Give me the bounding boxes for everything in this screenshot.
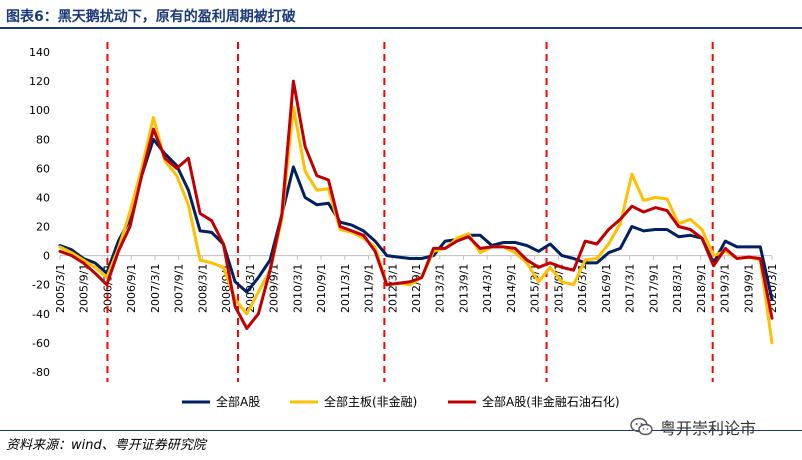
y-tick-label: 60 [36, 162, 50, 175]
x-tick-label: 2008/3/1 [196, 264, 209, 313]
y-tick-label: -40 [32, 308, 50, 321]
x-tick-label: 2007/3/1 [149, 264, 162, 313]
y-tick-label: 0 [43, 250, 50, 263]
source-note: 资料来源：wind、粤开证券研究院 [6, 438, 206, 453]
x-tick-label: 2018/3/1 [671, 264, 684, 313]
x-tick-label: 2019/9/1 [742, 264, 755, 313]
x-tick-label: 2015/3/1 [529, 264, 542, 313]
x-tick-label: 2006/9/1 [125, 264, 138, 313]
chart: -80 -60 -40 -20 0 20 40 60 80 100 120 140 2005/3/1 20… [29, 42, 779, 409]
x-tick-label: 2017/3/1 [624, 264, 637, 313]
legend-label: 全部A股 [216, 394, 260, 409]
x-tick-label: 2007/9/1 [173, 264, 186, 313]
x-tick-label: 2010/3/1 [291, 264, 304, 313]
y-tick-label: 140 [29, 46, 50, 59]
x-tick-label: 2011/3/1 [339, 264, 352, 313]
y-tick-label: 100 [29, 104, 50, 117]
y-tick-label: -60 [32, 337, 50, 350]
legend-label: 全部主板(非金融) [324, 394, 417, 409]
x-tick-label: 2009/9/1 [268, 264, 281, 313]
y-tick-label: 40 [36, 191, 50, 204]
y-tick-label: 20 [36, 221, 50, 234]
wechat-icon [630, 417, 653, 436]
x-tick-label: 2012/9/1 [410, 264, 423, 313]
y-tick-label: -80 [32, 366, 50, 379]
x-tick-label: 2013/3/1 [434, 264, 447, 313]
x-tick-label: 2013/9/1 [457, 264, 470, 313]
series-line [58, 79, 774, 330]
x-tick-label: 2017/9/1 [647, 264, 660, 313]
x-tick-label: 2018/9/1 [695, 264, 708, 313]
x-tick-label: 2014/3/1 [481, 264, 494, 313]
title-divider [0, 27, 802, 29]
x-tick-label: 2016/9/1 [600, 264, 613, 313]
watermark: 粤开崇利论市 [630, 416, 756, 438]
x-tick-label: 2011/9/1 [363, 264, 376, 313]
x-tick-label: 2019/3/1 [719, 264, 732, 313]
watermark-label: 粤开崇利论市 [660, 419, 757, 438]
y-tick-label: 80 [36, 133, 50, 146]
x-tick-label: 2014/9/1 [505, 264, 518, 313]
y-tick-label: -20 [32, 279, 50, 292]
y-tick-label: 120 [29, 75, 50, 88]
series-line [58, 137, 774, 301]
x-tick-label: 2005/3/1 [54, 264, 67, 313]
footer-divider [0, 430, 802, 431]
x-tick-label: 2012/3/1 [386, 264, 399, 313]
legend-label: 全部A股(非金融石油石化) [482, 394, 620, 409]
x-tick-label: 2010/9/1 [315, 264, 328, 313]
chart-title: 图表6：黑天鹅扰动下，原有的盈利周期被打破 [6, 9, 296, 25]
x-tick-label: 2005/9/1 [78, 264, 91, 313]
x-tick-label: 2016/3/1 [576, 264, 589, 313]
